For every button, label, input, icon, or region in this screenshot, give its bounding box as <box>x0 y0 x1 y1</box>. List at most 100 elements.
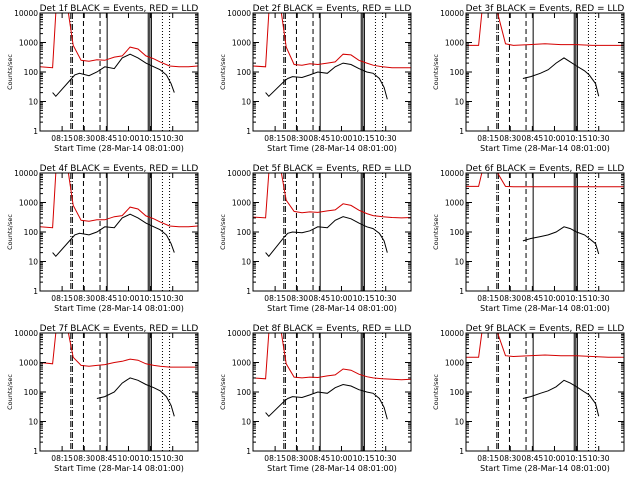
y-tick-label: 10 <box>241 258 251 267</box>
x-axis-label: Start Time (28-Mar-14 08:01:00) <box>54 304 184 313</box>
lld-series-line <box>466 333 624 358</box>
chart-panel-1: Det 1f BLACK = Events, RED = LLD 1 10 100 10… <box>6 4 199 153</box>
y-axis-label: Counts/sec <box>219 214 227 250</box>
y-axis-label: Counts/sec <box>219 374 227 410</box>
events-series-line <box>522 226 600 255</box>
x-axis-label: Start Time (28-Mar-14 08:01:00) <box>267 464 397 473</box>
plot-frame <box>252 332 412 452</box>
x-tick-label: 10:00 <box>544 134 566 143</box>
y-tick-label: 1 <box>33 447 38 456</box>
panel-title: Det 1f BLACK = Events, RED = LLD <box>40 4 199 14</box>
x-tick-label: 08:30 <box>499 454 521 463</box>
panel-title: Det 3f BLACK = Events, RED = LLD <box>466 4 625 14</box>
x-axis-label: Start Time (28-Mar-14 08:01:00) <box>54 144 184 153</box>
y-tick-label: 1 <box>246 447 251 456</box>
events-series-line <box>522 379 600 417</box>
x-tick-label: 08:15 <box>477 134 499 143</box>
x-tick-label: 10:15 <box>140 454 162 463</box>
panel-title: Det 8f BLACK = Events, RED = LLD <box>253 324 412 334</box>
x-tick-label: 10:00 <box>331 454 353 463</box>
x-tick-label: 08:30 <box>73 454 95 463</box>
y-tick-label: 10000 <box>440 329 464 338</box>
y-tick-label: 100 <box>24 68 39 77</box>
y-tick-label: 100 <box>450 228 465 237</box>
x-tick-label: 10:15 <box>140 134 162 143</box>
x-tick-label: 10:00 <box>118 294 140 303</box>
x-tick-label: 08:45 <box>522 134 544 143</box>
y-tick-label: 10000 <box>227 169 251 178</box>
x-tick-label: 10:00 <box>118 454 140 463</box>
y-tick-label: 100 <box>450 68 465 77</box>
y-tick-label: 1000 <box>232 199 251 208</box>
y-tick-label: 100 <box>237 388 252 397</box>
y-axis-label: Counts/sec <box>432 214 440 250</box>
x-tick-label: 08:15 <box>264 454 286 463</box>
panel-title: Det 2f BLACK = Events, RED = LLD <box>253 4 412 14</box>
chart-panel-2: Det 2f BLACK = Events, RED = LLD 1 10 100 10… <box>219 4 412 153</box>
y-tick-label: 10 <box>28 258 38 267</box>
x-tick-label: 08:15 <box>477 454 499 463</box>
events-series-line <box>96 377 175 417</box>
y-axis-label: Counts/sec <box>219 54 227 90</box>
y-tick-label: 10000 <box>227 329 251 338</box>
x-tick-label: 10:00 <box>331 134 353 143</box>
x-tick-label: 10:15 <box>353 134 375 143</box>
x-axis-label: Start Time (28-Mar-14 08:01:00) <box>54 464 184 473</box>
chart-panel-5: Det 5f BLACK = Events, RED = LLD 1 10 100 10… <box>219 164 412 313</box>
x-tick-label: 10:00 <box>118 134 140 143</box>
x-tick-label: 08:30 <box>499 294 521 303</box>
x-tick-label: 10:30 <box>162 454 184 463</box>
y-tick-label: 1000 <box>19 359 38 368</box>
x-tick-label: 10:15 <box>566 134 588 143</box>
panel-title: Det 7f BLACK = Events, RED = LLD <box>40 324 199 334</box>
lld-series-line <box>253 173 411 219</box>
chart-panel-8: Det 8f BLACK = Events, RED = LLD 1 10 100 10… <box>219 324 412 473</box>
y-tick-label: 1000 <box>232 359 251 368</box>
y-tick-label: 10 <box>454 258 464 267</box>
y-tick-label: 10000 <box>14 9 38 18</box>
y-tick-label: 100 <box>450 388 465 397</box>
x-tick-label: 10:15 <box>566 454 588 463</box>
x-tick-label: 08:45 <box>309 134 331 143</box>
y-tick-label: 1000 <box>445 359 464 368</box>
lld-series-line <box>253 333 411 381</box>
y-tick-label: 1 <box>33 127 38 136</box>
x-tick-label: 10:15 <box>566 294 588 303</box>
x-tick-label: 08:30 <box>286 294 308 303</box>
events-series-line <box>52 213 175 258</box>
y-tick-label: 10000 <box>14 329 38 338</box>
plot-frame <box>39 172 199 292</box>
events-series-line <box>265 62 388 100</box>
x-tick-label: 10:00 <box>331 294 353 303</box>
lld-series-line <box>40 13 198 69</box>
x-tick-label: 10:15 <box>353 294 375 303</box>
y-tick-label: 10 <box>28 98 38 107</box>
y-tick-label: 1 <box>246 127 251 136</box>
y-tick-label: 10 <box>241 418 251 427</box>
x-tick-label: 08:45 <box>309 294 331 303</box>
x-tick-label: 08:45 <box>522 294 544 303</box>
y-tick-label: 10 <box>454 418 464 427</box>
lld-series-line <box>253 13 411 69</box>
x-tick-label: 10:30 <box>375 134 397 143</box>
x-tick-label: 08:30 <box>286 134 308 143</box>
x-tick-label: 08:15 <box>264 294 286 303</box>
plot-frame <box>252 172 412 292</box>
x-tick-label: 08:45 <box>96 294 118 303</box>
x-tick-label: 08:30 <box>286 454 308 463</box>
x-axis-label: Start Time (28-Mar-14 08:01:00) <box>480 304 610 313</box>
y-tick-label: 10000 <box>14 169 38 178</box>
panel-title: Det 6f BLACK = Events, RED = LLD <box>466 164 625 174</box>
x-tick-label: 08:15 <box>264 134 286 143</box>
y-tick-label: 10000 <box>440 169 464 178</box>
lld-series-line <box>466 13 624 46</box>
x-tick-label: 08:15 <box>51 134 73 143</box>
y-axis-label: Counts/sec <box>6 214 14 250</box>
plot-frame <box>465 12 625 132</box>
x-tick-label: 08:15 <box>51 294 73 303</box>
panel-title: Det 4f BLACK = Events, RED = LLD <box>40 164 199 174</box>
chart-panel-3: Det 3f BLACK = Events, RED = LLD 1 10 100 10… <box>432 4 625 153</box>
plot-frame <box>252 12 412 132</box>
y-tick-label: 1000 <box>445 39 464 48</box>
